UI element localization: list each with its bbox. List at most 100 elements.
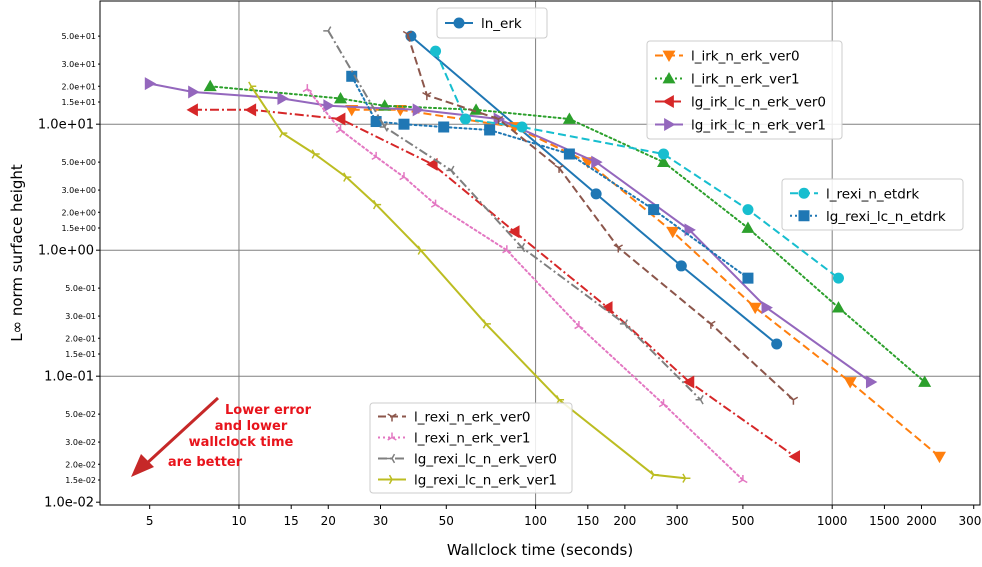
series-line — [327, 30, 702, 401]
data-point — [370, 116, 382, 128]
legend-top-center: ln_erk — [436, 7, 548, 39]
data-point — [932, 451, 946, 464]
y-tick-label: 5.0e-02 — [65, 410, 96, 419]
data-point — [277, 91, 289, 105]
x-tick-label: 200 — [613, 514, 636, 528]
data-point — [742, 204, 754, 216]
data-point — [430, 199, 441, 208]
data-point — [648, 204, 660, 216]
data-point — [188, 85, 200, 99]
legend-marker — [664, 118, 676, 131]
data-point — [334, 112, 346, 126]
x-tick-label: 15 — [284, 514, 299, 528]
y-tick-label: 3.0e+00 — [61, 186, 96, 195]
legend-label: ln_erk — [481, 16, 522, 32]
data-point — [650, 470, 659, 480]
legend-marker — [662, 72, 676, 84]
x-tick-label: 30 — [373, 514, 388, 528]
data-point — [741, 221, 755, 233]
series-line — [351, 108, 941, 458]
y-tick-label: 1.0e-01 — [44, 370, 94, 385]
data-point — [591, 155, 603, 169]
series-line — [149, 82, 872, 383]
y-tick-label: 1.5e+00 — [61, 224, 96, 233]
data-point — [554, 164, 564, 173]
legend-marker — [798, 210, 810, 222]
legend-entry: l_rexi_n_erk_ver1 — [378, 431, 530, 447]
series-line — [434, 50, 840, 279]
y-tick-label: 1.5e+01 — [61, 98, 96, 107]
data-point — [832, 272, 844, 284]
data-point — [682, 375, 695, 389]
data-point — [335, 124, 346, 134]
legend-entry: lg_irk_lc_n_erk_ver1 — [655, 118, 826, 134]
series-l_rexi_n_erk_ver0 — [402, 30, 799, 405]
data-point — [657, 155, 671, 167]
data-point — [334, 91, 348, 104]
legend-entry: ln_erk — [445, 16, 522, 32]
data-point — [248, 81, 257, 91]
legend-marker — [662, 95, 674, 108]
data-point — [302, 84, 313, 93]
series-lg_irk_lc_n_erk_ver0 — [186, 103, 801, 464]
legend-center-right: l_rexi_n_etdrk lg_rexi_lc_n_etdrk — [781, 178, 964, 231]
y-tick-label: 2.0e-02 — [65, 460, 96, 469]
y-tick-label: 5.0e+01 — [61, 32, 96, 41]
legends: ln_erk l_irk_n_erk_ver0 l_irk_n_erk_ver1lg… — [369, 7, 964, 494]
y-tick-label: 1.5e-01 — [65, 350, 96, 359]
series-line — [193, 108, 796, 458]
data-point — [865, 375, 878, 389]
y-tick-label: 1.0e+01 — [38, 118, 94, 133]
y-tick-label: 3.0e-02 — [65, 438, 96, 447]
data-point — [343, 172, 352, 182]
annotation-text: and lower — [215, 419, 288, 434]
x-tick-label: 100 — [524, 514, 547, 528]
data-point — [682, 473, 691, 483]
series-l_rexi_n_erk_ver1 — [302, 84, 748, 484]
legend-box — [646, 40, 843, 140]
y-axis-label: L∞ norm surface height — [8, 164, 26, 342]
y-tick-label: 2.0e-01 — [65, 334, 96, 343]
data-point — [675, 260, 687, 272]
data-point — [459, 113, 471, 125]
data-point — [502, 245, 512, 254]
data-point — [517, 242, 526, 253]
legend-entry: l_rexi_n_etdrk — [790, 186, 919, 202]
y-tick-label: 5.0e-01 — [65, 284, 96, 293]
data-point — [417, 245, 426, 255]
legend-marker — [388, 474, 397, 485]
data-point — [469, 103, 483, 115]
series-layer — [144, 26, 946, 484]
legend-label: l_rexi_n_erk_ver1 — [414, 431, 530, 447]
data-point — [438, 121, 450, 133]
annotation-arrow-shaft — [143, 396, 220, 467]
legend-label: l_rexi_n_erk_ver0 — [414, 410, 530, 426]
series-line — [306, 88, 744, 481]
legend-marker — [662, 50, 676, 62]
legend-label: l_irk_n_erk_ver1 — [691, 72, 800, 88]
data-point — [563, 148, 575, 160]
y-tick-label: 3.0e-01 — [65, 312, 96, 321]
legend-label: lg_rexi_lc_n_erk_ver0 — [414, 452, 557, 468]
legend-marker — [387, 453, 396, 464]
legend-label: lg_rexi_lc_n_erk_ver1 — [414, 473, 557, 489]
legend-box — [436, 7, 548, 39]
x-tick-label: 5 — [146, 514, 154, 528]
plot-frame — [99, 0, 981, 506]
data-point — [771, 338, 783, 350]
data-point — [508, 225, 520, 239]
series-lg_rexi_lc_n_erk_ver1 — [248, 81, 691, 483]
legend-entry: l_rexi_n_erk_ver0 — [378, 410, 530, 426]
data-point — [244, 103, 257, 117]
data-point — [493, 115, 504, 124]
legend-label: l_irk_n_erk_ver0 — [691, 49, 800, 65]
x-tick-label: 300 — [666, 514, 689, 528]
x-axis-label: Wallclock time (seconds) — [447, 541, 633, 559]
x-tick-label: 1500 — [869, 514, 900, 528]
data-point — [516, 121, 528, 133]
legend-label: l_rexi_n_etdrk — [826, 186, 919, 202]
data-point — [574, 321, 584, 330]
